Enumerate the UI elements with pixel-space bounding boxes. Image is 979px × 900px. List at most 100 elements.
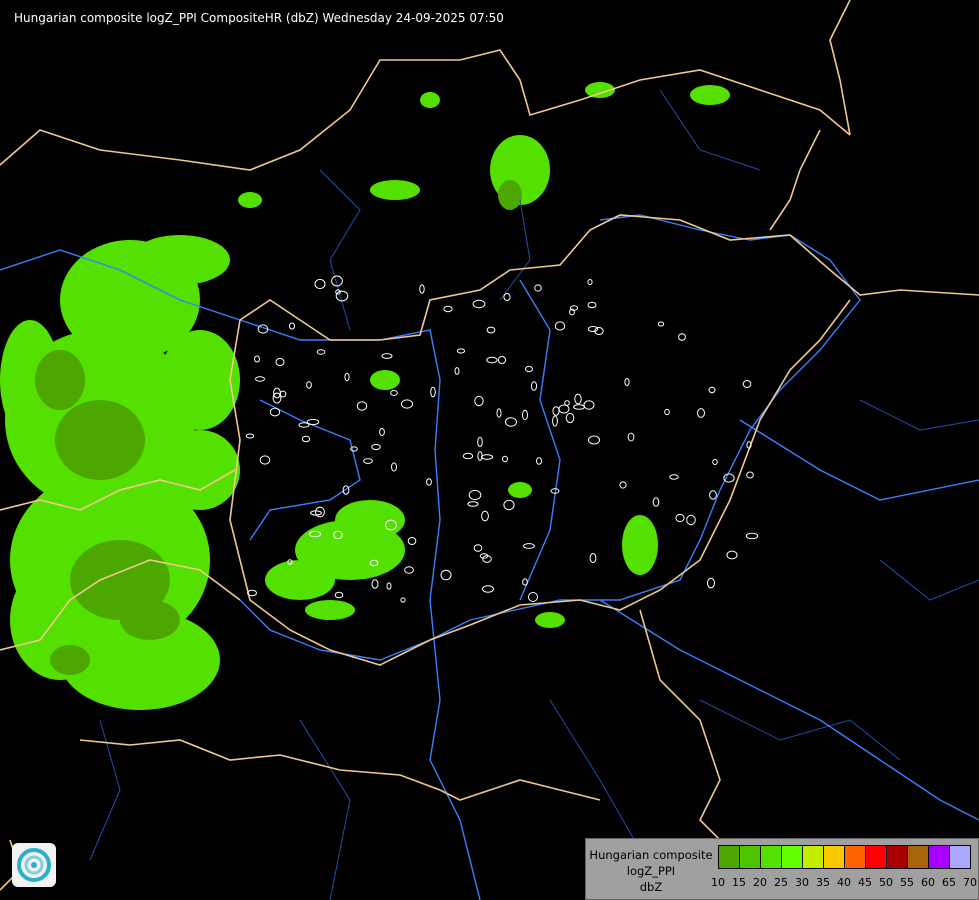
settlement-outline	[275, 357, 285, 367]
legend-swatch	[908, 846, 929, 868]
settlement-outline	[652, 497, 660, 507]
legend-tick-label: 30	[795, 876, 809, 889]
settlement-outline	[554, 321, 566, 331]
settlement-outline	[301, 435, 311, 443]
settlement-outline	[287, 559, 293, 565]
settlement-outline	[454, 367, 460, 375]
settlement-outline	[269, 407, 281, 417]
settlement-outline	[481, 510, 489, 522]
legend-tick-label: 20	[753, 876, 767, 889]
radar-echo	[370, 370, 400, 390]
radar-echo	[585, 82, 615, 98]
radar-echo	[160, 330, 240, 430]
legend-tick-label: 55	[900, 876, 914, 889]
legend-tick-label: 15	[732, 876, 746, 889]
settlement-outline	[523, 543, 535, 549]
radar-echo	[120, 600, 180, 640]
settlement-outline	[477, 451, 483, 461]
settlement-outline	[333, 530, 343, 540]
legend-line-2: logZ_PPI	[626, 864, 676, 878]
settlement-outline	[335, 290, 349, 302]
settlement-outline	[534, 284, 542, 292]
settlement-outline	[440, 569, 452, 581]
settlement-outline	[314, 278, 326, 290]
rivers	[0, 214, 979, 900]
settlement-outline	[356, 401, 368, 411]
legend-swatch	[719, 846, 740, 868]
settlement-outline	[272, 392, 282, 404]
settlement-outline	[522, 409, 528, 421]
legend-swatch	[866, 846, 887, 868]
settlement-outline	[536, 457, 542, 465]
settlement-outline	[350, 446, 358, 452]
settlement-outline	[462, 452, 474, 460]
settlement-outline	[657, 321, 665, 327]
settlement-outline	[587, 279, 593, 285]
settlement-outline	[247, 589, 257, 597]
settlement-outline	[669, 474, 679, 480]
settlement-outline	[697, 408, 705, 418]
legend-tick-label: 25	[774, 876, 788, 889]
settlement-outline	[456, 348, 466, 354]
settlement-outline	[583, 400, 595, 410]
settlement-outline	[503, 499, 515, 511]
settlement-outline	[316, 349, 326, 355]
radar-echo	[622, 515, 658, 575]
settlement-outline	[298, 422, 310, 428]
settlement-outline	[467, 501, 479, 507]
settlement-outline	[522, 578, 528, 586]
settlement-outline	[363, 458, 373, 464]
settlement-outline	[569, 308, 575, 316]
settlement-outline	[627, 432, 635, 442]
legend-line-1: Hungarian composite	[589, 848, 713, 862]
settlement-outline	[255, 376, 265, 382]
settlement-outline	[552, 415, 558, 427]
settlement-outline	[573, 404, 585, 410]
settlement-outline	[726, 550, 738, 560]
settlement-outline	[404, 566, 414, 574]
settlement-outline	[331, 275, 343, 287]
settlement-outline	[472, 299, 486, 309]
settlement-outline	[503, 293, 511, 301]
legend-swatch	[782, 846, 803, 868]
settlement-outline	[344, 372, 350, 382]
radar-echo	[508, 482, 532, 498]
settlement-outline	[496, 408, 502, 418]
settlement-outline	[746, 471, 754, 479]
settlement-outline	[308, 530, 322, 538]
settlement-outline	[426, 478, 432, 486]
settlement-outline	[371, 579, 379, 589]
settlement-outline	[708, 386, 716, 394]
settlement-outline	[712, 459, 718, 465]
settlement-outline	[254, 355, 260, 363]
settlement-outline	[486, 326, 496, 334]
region-borders	[89, 89, 979, 900]
legend-color-bar	[718, 845, 971, 869]
legend-line-3: dbZ	[639, 880, 663, 894]
settlement-outline	[619, 481, 627, 489]
settlement-outline	[530, 381, 538, 391]
settlement-outline	[505, 417, 517, 427]
legend-swatch	[740, 846, 761, 868]
map-title: Hungarian composite logZ_PPI CompositeHR…	[14, 11, 504, 25]
settlement-outline	[468, 489, 482, 501]
settlement-outline	[574, 393, 582, 405]
settlement-outline	[419, 284, 425, 294]
settlement-outline	[624, 378, 630, 386]
settlement-outline	[565, 412, 575, 424]
legend-label: Hungarian composite logZ_PPI dbZ	[586, 847, 716, 895]
radar-echo	[335, 500, 405, 540]
settlement-outline	[502, 455, 508, 463]
legend-swatch	[887, 846, 908, 868]
radar-echo	[50, 645, 90, 675]
settlement-outline	[379, 428, 385, 436]
settlement-outline	[550, 488, 560, 494]
settlement-outline	[400, 399, 414, 409]
settlement-outline	[386, 582, 392, 590]
settlement-outline	[369, 559, 379, 567]
settlement-outline	[480, 454, 494, 460]
settlement-outline	[315, 506, 325, 518]
legend-ticks: 10 15 20 25 30 35 40 45 50 55 60 65 70	[708, 876, 978, 896]
